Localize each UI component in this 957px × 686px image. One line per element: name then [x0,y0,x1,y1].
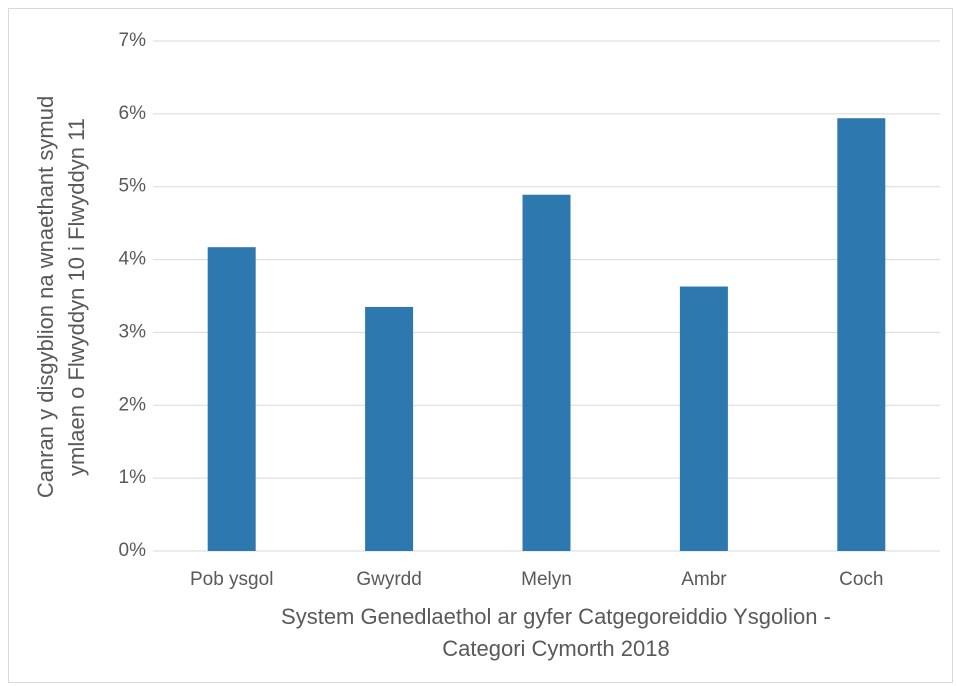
bar [837,118,886,551]
bar [679,286,728,551]
y-tick-label: 5% [119,176,147,197]
y-axis-title: Canran y disgyblion na wnaethant symud [33,96,58,498]
bar [365,306,414,551]
x-axis-title: Categori Cymorth 2018 [442,636,669,661]
y-tick-label: 3% [119,321,147,342]
x-tick-label: Ambr [681,569,727,590]
y-tick-label: 1% [119,467,147,488]
bar [522,194,571,551]
x-axis-title: System Genedlaethol ar gyfer Catgegoreid… [281,604,831,629]
x-tick-label: Coch [839,569,883,590]
bar [207,247,256,551]
x-tick-label: Pob ysgol [190,569,273,590]
x-tick-label: Gwyrdd [356,569,421,590]
chart-border [8,8,953,683]
y-tick-label: 6% [119,103,147,124]
y-tick-label: 2% [119,394,147,415]
y-tick-label: 0% [119,540,147,561]
y-tick-label: 7% [119,30,147,51]
y-tick-label: 4% [119,249,147,270]
x-tick-label: Melyn [521,569,572,590]
y-axis-title: ymlaen o Flwyddyn 10 i Flwyddyn 11 [64,118,89,476]
